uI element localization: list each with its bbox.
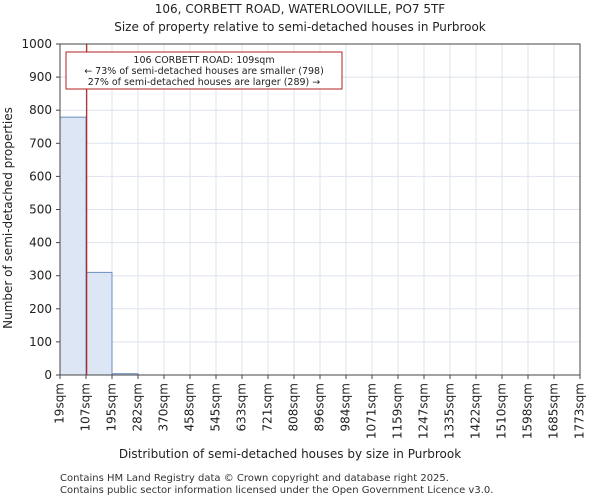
x-tick-label: 19sqm — [53, 383, 67, 424]
histogram-bars — [59, 116, 139, 376]
x-tick-label: 1071sqm — [365, 383, 379, 439]
x-tick-label: 808sqm — [287, 383, 301, 431]
y-tick-label: 300 — [29, 269, 52, 283]
x-tick-label: 721sqm — [261, 383, 275, 431]
x-tick-label: 1773sqm — [573, 383, 587, 439]
y-tick-label: 600 — [29, 169, 52, 183]
y-tick-label: 900 — [29, 70, 52, 84]
x-tick-label: 545sqm — [209, 383, 223, 431]
x-tick-label: 282sqm — [131, 383, 145, 431]
x-tick-label: 633sqm — [235, 383, 249, 431]
x-tick-label: 195sqm — [105, 383, 119, 431]
annotation-line: 106 CORBETT ROAD: 109sqm — [133, 55, 274, 66]
footer-copyright: Contains HM Land Registry data © Crown c… — [60, 473, 449, 484]
y-tick-label: 500 — [29, 203, 52, 217]
x-tick-label: 1159sqm — [391, 383, 405, 439]
x-tick-label: 107sqm — [79, 383, 93, 431]
footer-licence: Contains public sector information licen… — [60, 485, 494, 496]
y-tick-label: 1000 — [21, 37, 52, 51]
y-tick-label: 200 — [29, 302, 52, 316]
y-tick-label: 0 — [44, 368, 52, 382]
histogram-bar — [59, 116, 87, 376]
chart-title: 106, CORBETT ROAD, WATERLOOVILLE, PO7 5T… — [154, 2, 446, 16]
x-tick-label: 984sqm — [339, 383, 353, 431]
x-axis: 19sqm 107sqm 195sqm 282sqm 370sqm 458sqm 545sq… — [53, 375, 587, 439]
annotation-box — [65, 51, 343, 90]
grid-lines — [59, 43, 581, 376]
x-tick-label: 1685sqm — [547, 383, 561, 439]
y-axis: 0 100 200 300 400 500 600 700 800 900 1000 — [21, 37, 60, 382]
y-tick-label: 100 — [29, 335, 52, 349]
x-tick-label: 458sqm — [183, 383, 197, 431]
x-tick-label: 1247sqm — [417, 383, 431, 439]
x-tick-label: 896sqm — [313, 383, 327, 431]
annotation-line: 27% of semi-detached houses are larger (… — [88, 77, 321, 88]
y-tick-label: 400 — [29, 236, 52, 250]
y-tick-label: 700 — [29, 136, 52, 150]
chart-subtitle: Size of property relative to semi-detach… — [114, 20, 486, 34]
x-tick-label: 370sqm — [157, 383, 171, 431]
x-axis-label: Distribution of semi-detached houses by … — [119, 447, 461, 461]
x-tick-label: 1422sqm — [469, 383, 483, 439]
y-tick-label: 800 — [29, 103, 52, 117]
property-marker: 106 CORBETT ROAD: 109sqm← 73% of semi-de… — [65, 44, 343, 375]
annotation-line: ← 73% of semi-detached houses are smalle… — [84, 66, 324, 77]
x-tick-label: 1510sqm — [495, 383, 509, 439]
y-axis-label: Number of semi-detached properties — [1, 107, 15, 329]
x-tick-label: 1598sqm — [521, 383, 535, 439]
histogram-bar — [85, 271, 113, 376]
x-tick-label: 1335sqm — [443, 383, 457, 439]
